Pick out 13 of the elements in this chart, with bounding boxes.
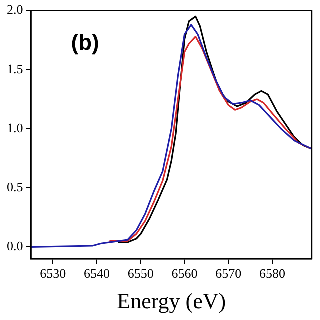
x-tick-label: 6550	[128, 266, 154, 282]
x-tick-label: 6580	[260, 266, 286, 282]
y-tick-label: 0.5	[7, 180, 24, 195]
y-tick-label: 0.0	[7, 238, 24, 254]
y-tick-label: 1.5	[7, 61, 24, 76]
x-tick-label: 6540	[84, 266, 110, 282]
x-tick-label: 6560	[172, 266, 198, 282]
y-tick-label: 2.0	[7, 2, 24, 18]
y-tick-label: 1.0	[7, 120, 24, 136]
x-tick-label: 6530	[40, 266, 66, 282]
x-axis-title: Energy (eV)	[117, 288, 226, 314]
x-tick-label: 6570	[216, 266, 242, 282]
annotation: (b)	[71, 30, 100, 55]
